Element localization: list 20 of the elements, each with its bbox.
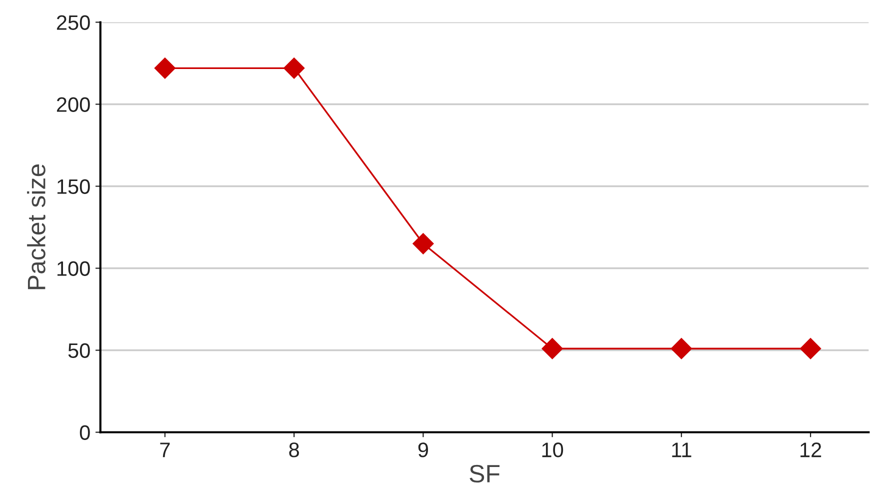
x-tick-label: 10 [542,442,564,458]
point [542,338,563,360]
y-tick-label: 100 [58,261,90,276]
y-tick-label: 50 [68,343,90,358]
point [412,233,434,254]
point [154,58,176,79]
x-tick-label: 9 [418,442,428,458]
y-tick-label: 150 [58,179,90,194]
y-tick-label: 0 [80,425,90,440]
y-axis-title: Packet size [27,164,46,290]
point [800,338,822,360]
x-tick-label: 11 [672,442,692,458]
x-tick-label: 7 [160,442,170,458]
x-tick-label: 8 [289,442,299,458]
point [284,58,305,79]
point [670,338,692,360]
y-tick-label: 250 [56,15,90,30]
y-tick-label: 200 [56,97,90,112]
x-axis-title: SF [470,464,500,483]
x-tick-label: 12 [800,442,822,458]
